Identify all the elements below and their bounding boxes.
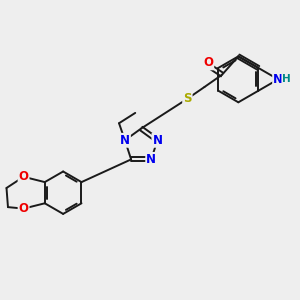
Text: N: N xyxy=(120,134,130,147)
Text: O: O xyxy=(19,170,28,183)
Text: N: N xyxy=(152,134,162,147)
Text: H: H xyxy=(282,74,291,84)
Text: N: N xyxy=(146,153,156,166)
Text: O: O xyxy=(19,202,28,215)
Text: O: O xyxy=(203,56,213,69)
Text: S: S xyxy=(183,92,192,105)
Text: N: N xyxy=(273,73,283,86)
